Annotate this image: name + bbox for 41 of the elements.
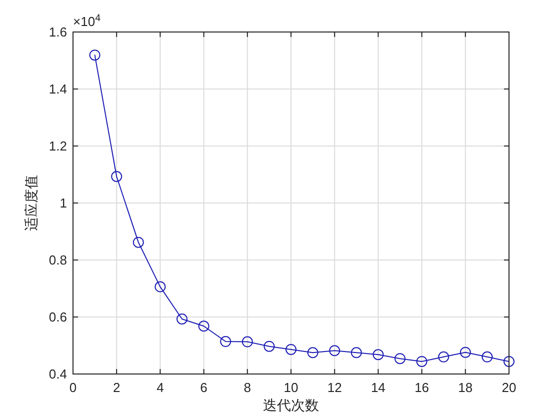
- y-tick-label: 1: [60, 196, 67, 210]
- y-tick-label: 0.8: [48, 252, 67, 268]
- point: [482, 351, 493, 362]
- point: [242, 336, 253, 348]
- x-tick-label: 10: [284, 380, 298, 395]
- point: [329, 345, 340, 356]
- y-tick-label: 0.6: [48, 310, 67, 324]
- point: [350, 347, 362, 358]
- point: [111, 170, 122, 182]
- point: [264, 340, 275, 352]
- text: ×10$^{4}$: [73, 12, 102, 29]
- x-tick-label: 12: [327, 380, 342, 395]
- point: [132, 236, 144, 248]
- x-tick-label: 0: [69, 380, 77, 395]
- point: [154, 281, 166, 292]
- x-tick-label: 20: [502, 380, 516, 395]
- point: [438, 351, 450, 362]
- point: [176, 313, 188, 324]
- x-tick-label: 4: [156, 380, 164, 395]
- x-tick-label: 16: [414, 380, 430, 395]
- point: [286, 344, 296, 355]
- y-tick-label: 1.2: [48, 138, 67, 154]
- y-tick-label: 1.4: [48, 82, 67, 96]
- point: [372, 349, 384, 360]
- x-tick-label: 14: [370, 380, 386, 395]
- point: [220, 336, 232, 348]
- point: [394, 353, 406, 364]
- x-tick-label: 6: [200, 380, 208, 395]
- point: [460, 346, 471, 358]
- x-axis-title: 迭代次数: [263, 398, 319, 414]
- y-axis-title: 适应度值: [24, 175, 40, 231]
- point: [504, 356, 514, 367]
- x-tick-label: 18: [458, 380, 473, 395]
- x-tick-label: 2: [112, 380, 120, 395]
- point: [416, 356, 428, 367]
- point: [89, 50, 100, 61]
- point: [198, 320, 210, 332]
- x-tick-label: 8: [244, 380, 252, 395]
- point: [307, 347, 318, 358]
- y-tick-label: 0.4: [48, 366, 67, 382]
- y-tick-label: 1.6: [48, 24, 67, 40]
